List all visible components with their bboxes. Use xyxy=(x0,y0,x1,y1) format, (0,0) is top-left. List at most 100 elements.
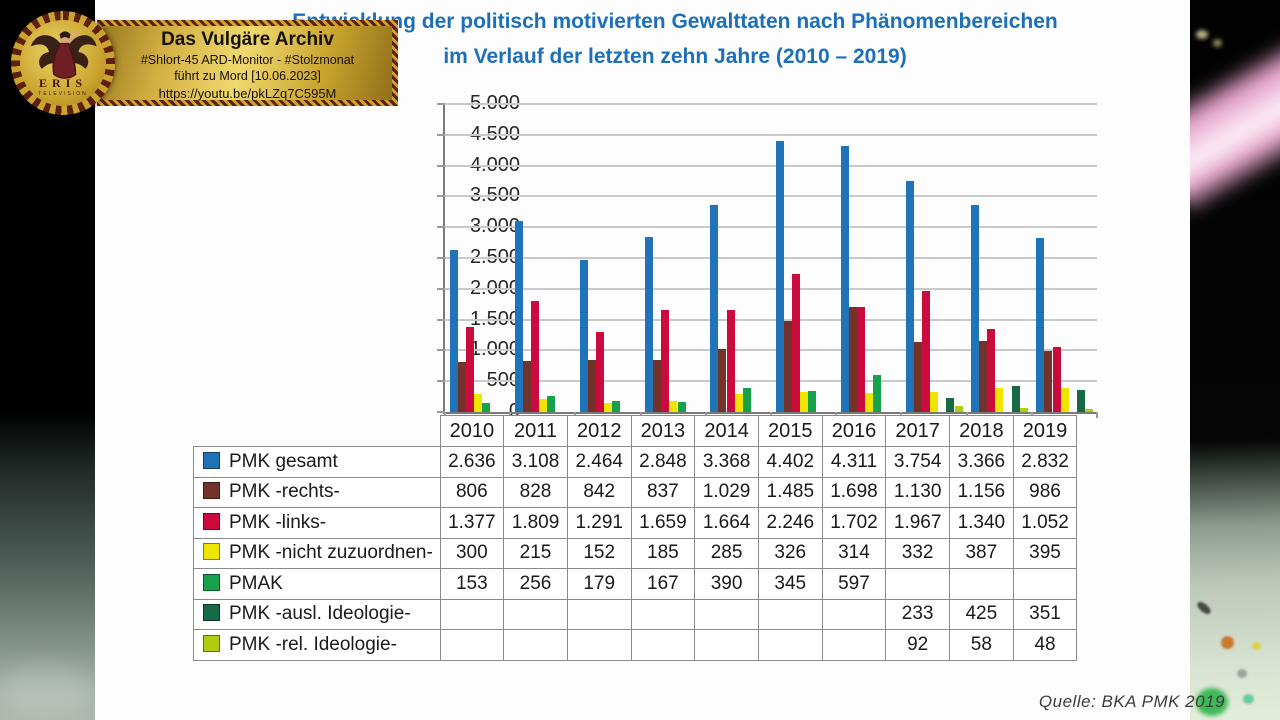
value-cell: 1.702 xyxy=(821,507,887,539)
decor-dot xyxy=(1213,39,1222,47)
bar-pmk-gesamt xyxy=(710,204,719,412)
value-cell: 837 xyxy=(630,476,696,508)
bar-pmk-rechts- xyxy=(588,360,596,412)
value-cell: 179 xyxy=(566,568,632,600)
bar-pmk-gesamt xyxy=(514,220,523,412)
y-axis-tick xyxy=(437,195,445,198)
bar-pmk-nicht-zuzuordnen- xyxy=(734,394,743,412)
value-cell: 842 xyxy=(566,476,632,508)
bar-pmak xyxy=(612,400,621,412)
y-axis-tick xyxy=(437,287,445,290)
watermark-url: https://youtu.be/pkLZq7C595M xyxy=(158,86,337,101)
bar-pmk-rechts- xyxy=(783,320,792,412)
gridline xyxy=(445,380,1097,383)
chart-title: Entwicklung der politisch motivierten Ge… xyxy=(215,4,1135,74)
value-cell: 185 xyxy=(630,537,696,569)
legend-swatch-icon xyxy=(203,634,220,652)
legend-cell: PMK -links- xyxy=(193,507,441,539)
value-cell: 256 xyxy=(503,568,568,600)
bar-pmk-links- xyxy=(856,307,865,412)
bar-pmak xyxy=(807,390,816,412)
table-row: PMK -rechts- 806 828 842 837 1.029 1.485 1.698 1… xyxy=(193,476,1078,508)
value-cell: 285 xyxy=(694,537,759,569)
bar-pmak xyxy=(873,375,882,412)
source-note: Quelle: BKA PMK 2019 xyxy=(1038,692,1225,711)
value-cell: 332 xyxy=(885,537,950,569)
value-cell: 3.366 xyxy=(949,446,1014,478)
legend-label: PMK -links- xyxy=(229,511,327,533)
year-header-cell: 2010 xyxy=(439,415,505,447)
bar-pmk-rechts- xyxy=(653,360,662,412)
plot-area xyxy=(437,103,1098,418)
bar-pmk-gesamt xyxy=(645,236,654,412)
table-row: PMK -links- 1.377 1.809 1.291 1.659 1.664 2.24… xyxy=(193,507,1078,539)
value-cell: 4.402 xyxy=(757,446,823,478)
legend-cell: PMK -rel. Ideologie- xyxy=(193,629,441,661)
legend-swatch-icon xyxy=(203,482,220,500)
y-axis-tick xyxy=(437,257,445,259)
chart-title-line2: im Verlauf der letzten zehn Jahre (2010 … xyxy=(443,45,907,68)
legend-label: PMAK xyxy=(229,572,283,594)
y-axis-tick xyxy=(437,103,445,105)
value-cell: 986 xyxy=(1012,476,1078,508)
table-row: PMK -ausl. Ideologie- 233 425 351 xyxy=(193,598,1078,630)
x-axis-tick xyxy=(1096,412,1098,418)
table-corner-blank xyxy=(194,416,441,447)
y-axis-tick xyxy=(437,349,445,352)
value-cell: 806 xyxy=(439,476,505,508)
value-cell: 1.130 xyxy=(885,476,950,508)
value-cell: 1.291 xyxy=(566,507,632,539)
value-cell: 314 xyxy=(821,537,887,569)
year-header-cell: 2017 xyxy=(885,415,950,447)
legend-label: PMK -rechts- xyxy=(229,481,340,503)
value-cell: 387 xyxy=(949,537,1014,569)
bar-pmak xyxy=(481,402,490,412)
bar-pmk-gesamt xyxy=(449,249,458,412)
decor-dot xyxy=(1243,694,1254,704)
value-cell: 1.485 xyxy=(757,476,823,508)
value-cell xyxy=(949,568,1014,600)
value-cell: 3.754 xyxy=(885,446,950,478)
value-cell xyxy=(694,629,759,661)
value-cell: 4.311 xyxy=(821,446,887,478)
bar-pmk-nicht-zuzuordnen- xyxy=(473,393,482,412)
y-axis-tick xyxy=(437,380,445,383)
legend-swatch-icon xyxy=(203,451,220,469)
table-row: PMK gesamt 2.636 3.108 2.464 2.848 3.368 4.402… xyxy=(193,446,1078,478)
gridline xyxy=(445,257,1097,259)
value-cell xyxy=(1012,568,1078,600)
bar-pmk-gesamt xyxy=(971,204,980,412)
y-axis-tick xyxy=(437,164,445,167)
bar-pmk-rel-ideologie- xyxy=(1084,409,1093,412)
watermark-title: Das Vulgäre Archiv xyxy=(161,29,334,50)
bar-pmak xyxy=(742,387,751,412)
value-cell: 300 xyxy=(439,537,505,569)
value-cell: 1.659 xyxy=(630,507,696,539)
legend-swatch-icon xyxy=(203,543,220,561)
legend-swatch-icon xyxy=(203,604,220,622)
value-cell: 1.156 xyxy=(949,476,1014,508)
background-left-strip xyxy=(0,0,96,720)
gridline xyxy=(445,164,1097,167)
bar-pmk-rechts- xyxy=(522,361,531,412)
gridline xyxy=(445,133,1097,136)
watermark-banner: Das Vulgäre Archiv #Shlort-45 ARD-Monito… xyxy=(97,20,398,106)
value-cell: 2.832 xyxy=(1012,446,1078,478)
year-header-cell: 2011 xyxy=(503,415,568,447)
bar-pmk-rel-ideologie- xyxy=(954,406,963,412)
y-axis-tick xyxy=(437,226,445,229)
legend-cell: PMK gesamt xyxy=(193,446,441,478)
bar-pmk-links- xyxy=(530,300,539,412)
value-cell: 58 xyxy=(949,629,1014,661)
value-cell: 3.368 xyxy=(694,446,759,478)
bar-pmk-ausl-ideologie- xyxy=(1076,390,1085,412)
y-axis-tick xyxy=(437,318,445,321)
value-cell: 1.377 xyxy=(439,507,505,539)
value-cell xyxy=(630,598,696,630)
value-cell xyxy=(439,598,505,630)
legend-label: PMK -nicht zuzuordnen- xyxy=(229,542,433,564)
bar-pmk-gesamt xyxy=(905,180,914,412)
value-cell: 1.967 xyxy=(885,507,950,539)
legend-label: PMK gesamt xyxy=(229,450,338,472)
bar-pmk-nicht-zuzuordnen- xyxy=(995,388,1004,412)
